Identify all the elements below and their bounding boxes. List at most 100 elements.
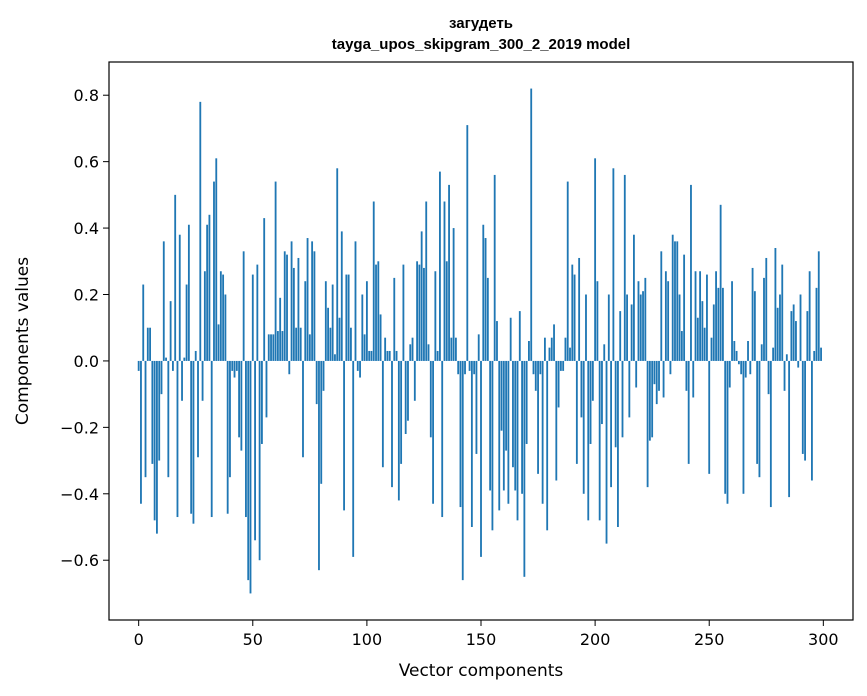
bar (614, 360, 617, 448)
bar (596, 281, 599, 361)
bar (340, 231, 343, 361)
y-tick-label: −0.6 (60, 551, 99, 570)
bar (518, 311, 521, 361)
bar (763, 277, 765, 361)
bar (261, 360, 263, 444)
bar (779, 294, 781, 361)
bar (644, 277, 647, 361)
bar (165, 357, 167, 361)
bar (655, 360, 658, 405)
bar (288, 360, 291, 375)
bar (637, 281, 640, 361)
bar (667, 281, 670, 361)
bar (441, 360, 444, 518)
bar (199, 101, 202, 361)
bar (151, 360, 154, 464)
bar (813, 350, 816, 361)
bar (286, 254, 288, 361)
bar (436, 350, 439, 361)
bar (744, 360, 747, 378)
bar (591, 360, 594, 401)
bar (507, 360, 510, 504)
bar (158, 360, 161, 461)
bar (587, 360, 590, 521)
bar (532, 360, 535, 375)
bar (238, 360, 240, 438)
bar (537, 360, 539, 474)
bar (443, 201, 446, 361)
bar (569, 347, 571, 361)
bar (505, 360, 508, 451)
bar (240, 360, 243, 451)
bar (397, 360, 400, 501)
bar (543, 337, 546, 361)
bar (795, 321, 797, 361)
x-tick-label: 250 (694, 630, 725, 649)
bar (769, 360, 772, 508)
bar (427, 344, 430, 361)
bar (575, 360, 578, 464)
bar (256, 264, 259, 361)
bar (370, 350, 373, 361)
bar (149, 327, 151, 361)
bar (660, 251, 663, 361)
bar (156, 360, 158, 534)
bar (781, 264, 784, 361)
bar (140, 360, 142, 504)
bar (685, 360, 688, 391)
bar (304, 281, 307, 361)
bar (509, 317, 512, 361)
bar (516, 360, 519, 521)
bar (302, 360, 304, 458)
bar (751, 267, 754, 361)
bar (480, 360, 482, 557)
bar (772, 347, 775, 361)
bar (512, 360, 514, 468)
x-axis-label: Vector components (399, 661, 564, 681)
y-tick-label: 0.2 (74, 286, 99, 305)
bar (368, 350, 371, 361)
y-tick-label: −0.4 (60, 485, 99, 504)
bar (635, 360, 638, 388)
y-tick-label: 0.6 (74, 153, 99, 172)
bar (231, 360, 234, 371)
chart-title: загудеть (449, 15, 513, 32)
bar (484, 238, 487, 361)
bar (258, 360, 261, 561)
bar (413, 360, 416, 401)
bar (633, 234, 635, 361)
bar (279, 297, 282, 361)
bar (678, 294, 681, 361)
bar (251, 274, 254, 361)
bar (482, 224, 485, 361)
bar (706, 274, 708, 361)
bar (514, 360, 517, 491)
bar (719, 204, 722, 361)
bar (498, 360, 501, 511)
bar (222, 274, 225, 361)
bar (190, 360, 193, 514)
bar (541, 360, 544, 504)
bar (404, 360, 407, 434)
bar (626, 294, 628, 361)
bar (493, 174, 496, 361)
y-axis-label: Components values (13, 257, 33, 425)
bar (276, 331, 279, 361)
bar (448, 184, 450, 361)
y-tick-label: −0.2 (60, 418, 99, 437)
bar (703, 327, 706, 361)
bar (765, 257, 768, 361)
bar (137, 360, 140, 371)
bar (756, 360, 759, 464)
bar (776, 307, 779, 361)
bar (557, 360, 560, 408)
bar (473, 360, 476, 375)
bar (359, 360, 361, 378)
bar (322, 360, 325, 391)
bar (728, 360, 731, 388)
bar (477, 334, 480, 361)
bar (356, 360, 359, 371)
bar (224, 294, 227, 361)
bar (683, 254, 686, 361)
